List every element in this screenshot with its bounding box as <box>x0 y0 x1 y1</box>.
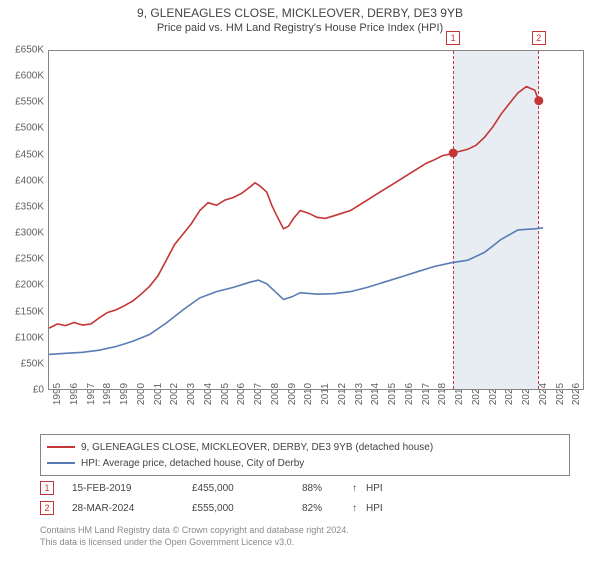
y-tick-label: £450K <box>0 149 44 160</box>
sale-date: 15-FEB-2019 <box>72 483 192 494</box>
sale-pct: 82% <box>302 503 352 514</box>
series-hpi <box>49 228 543 355</box>
sale-dot-2 <box>534 96 543 105</box>
chart-subtitle: Price paid vs. HM Land Registry's House … <box>0 22 600 34</box>
arrow-up-icon: ↑ <box>352 483 366 494</box>
y-tick-label: £500K <box>0 123 44 134</box>
y-tick-label: £100K <box>0 332 44 343</box>
sale-price: £455,000 <box>192 483 302 494</box>
y-tick-label: £300K <box>0 228 44 239</box>
sale-price: £555,000 <box>192 503 302 514</box>
series-property <box>49 87 539 329</box>
y-tick-label: £400K <box>0 175 44 186</box>
y-tick-label: £650K <box>0 45 44 56</box>
legend-swatch <box>47 462 75 464</box>
y-tick-label: £600K <box>0 71 44 82</box>
y-tick-label: £200K <box>0 280 44 291</box>
plot-svg <box>49 51 585 391</box>
legend-row: HPI: Average price, detached house, City… <box>47 455 563 471</box>
legend-label: 9, GLENEAGLES CLOSE, MICKLEOVER, DERBY, … <box>81 442 433 453</box>
sale-marker-2-top: 2 <box>532 31 546 45</box>
sales-row: 1 15-FEB-2019 £455,000 88% ↑ HPI <box>40 478 406 498</box>
sale-dot-1 <box>449 149 458 158</box>
sale-date: 28-MAR-2024 <box>72 503 192 514</box>
sale-marker-2-icon: 2 <box>40 501 54 515</box>
footer-line: Contains HM Land Registry data © Crown c… <box>40 524 349 536</box>
sales-table: 1 15-FEB-2019 £455,000 88% ↑ HPI 2 28-MA… <box>40 478 406 518</box>
legend-row: 9, GLENEAGLES CLOSE, MICKLEOVER, DERBY, … <box>47 439 563 455</box>
arrow-up-icon: ↑ <box>352 503 366 514</box>
sale-rel: HPI <box>366 483 406 494</box>
sale-pct: 88% <box>302 483 352 494</box>
legend-swatch <box>47 446 75 448</box>
y-tick-label: £250K <box>0 254 44 265</box>
y-tick-label: £150K <box>0 306 44 317</box>
chart-title: 9, GLENEAGLES CLOSE, MICKLEOVER, DERBY, … <box>0 6 600 20</box>
legend: 9, GLENEAGLES CLOSE, MICKLEOVER, DERBY, … <box>40 434 570 476</box>
plot-area: 1 2 <box>48 50 584 390</box>
sales-row: 2 28-MAR-2024 £555,000 82% ↑ HPI <box>40 498 406 518</box>
sale-marker-1-top: 1 <box>446 31 460 45</box>
chart-container: 9, GLENEAGLES CLOSE, MICKLEOVER, DERBY, … <box>0 6 600 566</box>
y-tick-label: £50K <box>0 358 44 369</box>
y-tick-label: £350K <box>0 201 44 212</box>
footer-attribution: Contains HM Land Registry data © Crown c… <box>40 524 349 548</box>
y-tick-label: £550K <box>0 97 44 108</box>
y-tick-label: £0 <box>0 385 44 396</box>
sale-rel: HPI <box>366 503 406 514</box>
sale-marker-1-icon: 1 <box>40 481 54 495</box>
legend-label: HPI: Average price, detached house, City… <box>81 458 304 469</box>
footer-line: This data is licensed under the Open Gov… <box>40 536 349 548</box>
